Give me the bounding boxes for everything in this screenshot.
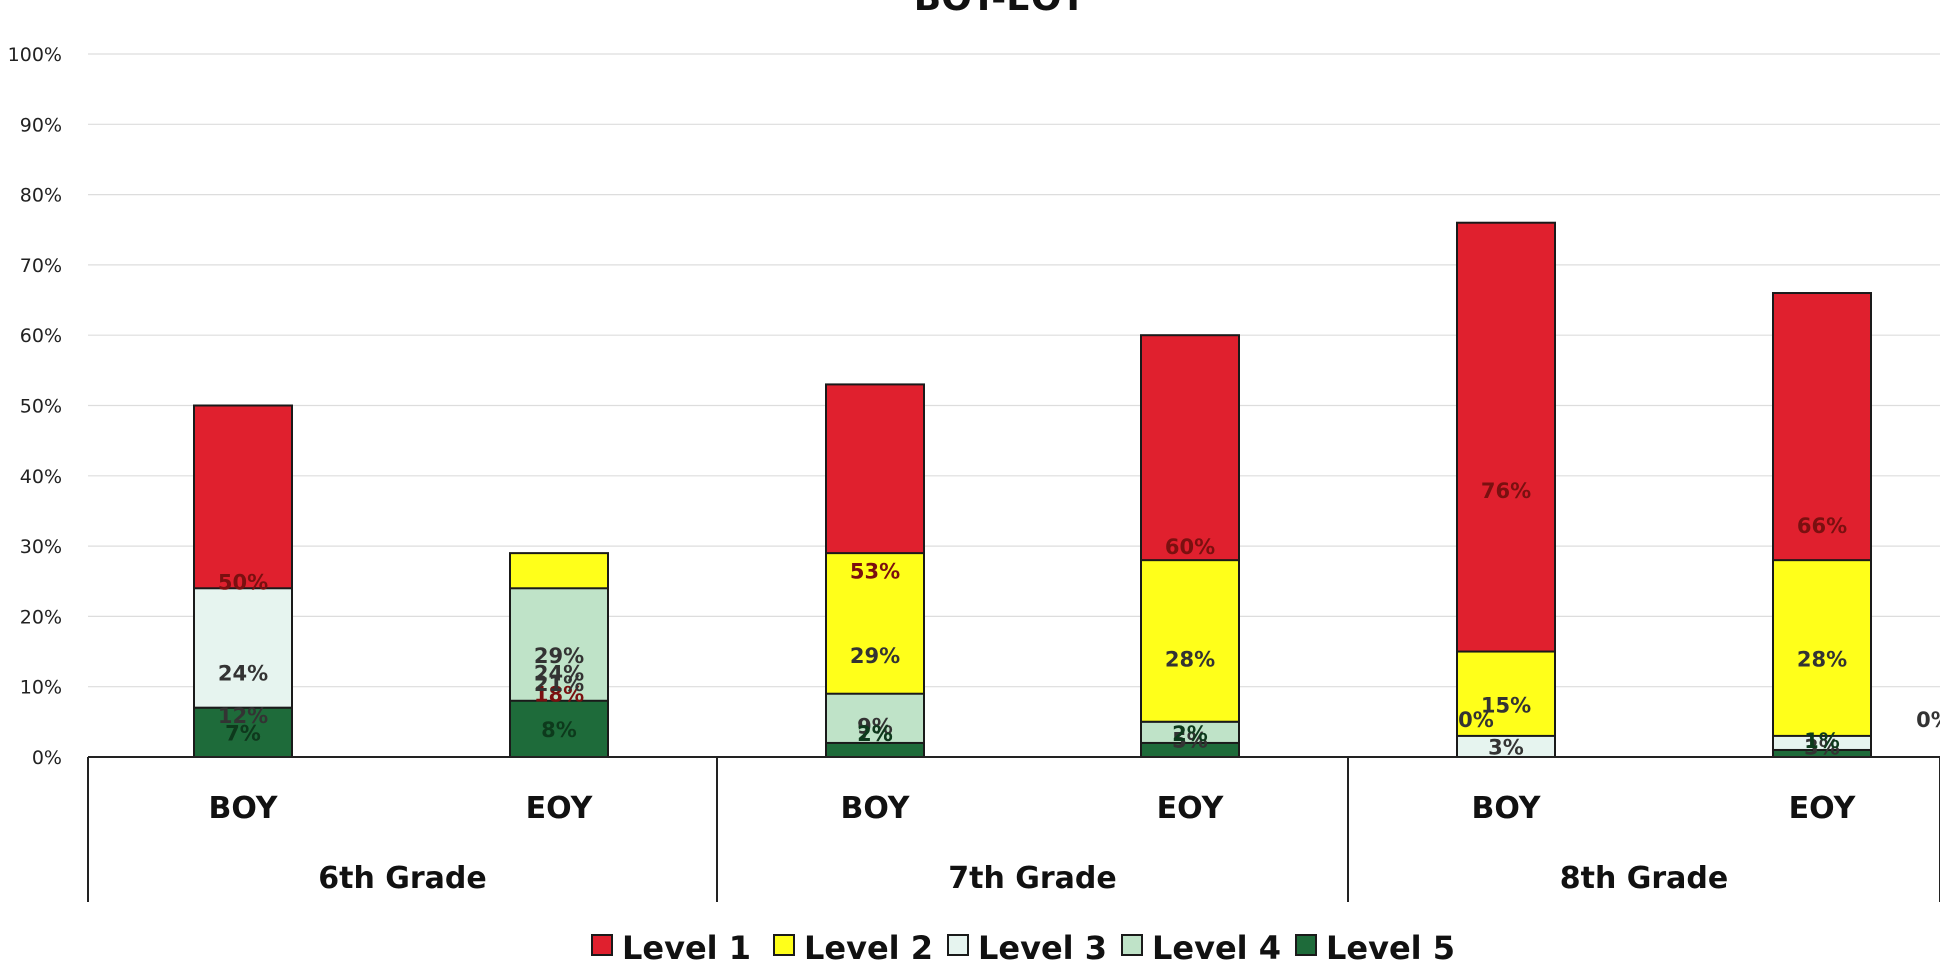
y-tick-label: 40% bbox=[20, 466, 62, 488]
bar-segment bbox=[509, 699, 609, 759]
data-label: 60% bbox=[1165, 535, 1215, 559]
legend-label: Level 5 bbox=[1326, 929, 1455, 966]
data-label: 0% bbox=[1458, 708, 1494, 732]
data-label: 76% bbox=[1481, 479, 1531, 503]
y-tick-label: 0% bbox=[32, 747, 62, 769]
x-tick-label: BOY bbox=[840, 791, 910, 826]
y-tick-label: 10% bbox=[20, 677, 62, 699]
chart-title: BOY-EOY bbox=[914, 0, 1087, 19]
data-label: 15% bbox=[1481, 693, 1531, 717]
data-label: 5% bbox=[1172, 728, 1208, 752]
data-label: 53% bbox=[850, 560, 900, 584]
data-label: 29% bbox=[850, 644, 900, 668]
legend-label: Level 1 bbox=[622, 929, 751, 966]
bar-segment bbox=[193, 706, 293, 758]
y-tick-label: 60% bbox=[20, 325, 62, 347]
bars bbox=[193, 221, 1872, 759]
data-label: 28% bbox=[1797, 648, 1847, 672]
x-tick-label: EOY bbox=[526, 791, 594, 826]
gridlines bbox=[88, 53, 1940, 688]
x-tick-label: EOY bbox=[1789, 791, 1857, 826]
data-label: 50% bbox=[218, 570, 268, 594]
legend-swatch bbox=[947, 934, 969, 956]
group-label: 6th Grade bbox=[318, 861, 487, 896]
data-label: 7% bbox=[857, 721, 893, 745]
y-tick-label: 30% bbox=[20, 536, 62, 558]
y-tick-label: 100% bbox=[8, 44, 62, 66]
legend: Level 1 Level 2 Level 3 Level 4 Level 5 bbox=[591, 929, 1455, 966]
bar-segment bbox=[1772, 559, 1872, 758]
data-label: 9% bbox=[857, 714, 893, 738]
data-label: 21% bbox=[534, 672, 584, 696]
data-label: 28% bbox=[1165, 648, 1215, 672]
y-tick-label: 50% bbox=[20, 396, 62, 418]
data-label: 2% bbox=[857, 722, 893, 746]
data-label: 7% bbox=[225, 721, 261, 745]
data-label: 24% bbox=[218, 662, 268, 686]
data-label: 0% bbox=[1916, 708, 1940, 732]
category-axis: BOY EOY 6th Grade BOY EOY 7th Grade BOY EOY 8th … bbox=[87, 756, 1940, 902]
x-tick-label: BOY bbox=[1471, 791, 1541, 826]
legend-swatch bbox=[591, 934, 613, 956]
data-labels: 50%12%24%7%7%18%29%21%24%8%53%29%7%9%2%6… bbox=[218, 479, 1940, 760]
data-label: 8% bbox=[541, 718, 577, 742]
x-tick-label: EOY bbox=[1157, 791, 1225, 826]
y-tick-label: 90% bbox=[20, 114, 62, 136]
data-label: 29% bbox=[534, 644, 584, 668]
data-label: 18% bbox=[534, 683, 584, 707]
legend-swatch bbox=[1295, 934, 1317, 956]
legend-swatch bbox=[773, 934, 795, 956]
y-tick-label: 70% bbox=[20, 255, 62, 277]
data-label: 12% bbox=[218, 704, 268, 728]
legend-label: Level 3 bbox=[978, 929, 1107, 966]
y-axis-ticks: 0% 10% 20% 30% 40% 50% 60% 70% 80% 90% 100% bbox=[8, 44, 62, 769]
legend-label: Level 4 bbox=[1152, 929, 1281, 966]
x-tick-label: BOY bbox=[208, 791, 278, 826]
data-label: 2% bbox=[1172, 722, 1208, 746]
legend-swatch bbox=[1121, 934, 1143, 956]
legend-label: Level 2 bbox=[804, 929, 933, 966]
group-label: 8th Grade bbox=[1560, 861, 1729, 896]
data-label: 3% bbox=[1488, 735, 1524, 759]
data-label: 7% bbox=[225, 721, 261, 745]
data-label: 3% bbox=[1804, 735, 1840, 759]
y-tick-label: 80% bbox=[20, 185, 62, 207]
data-label: 66% bbox=[1797, 514, 1847, 538]
data-label: 5% bbox=[1172, 728, 1208, 752]
data-label: 24% bbox=[534, 662, 584, 686]
group-label: 7th Grade bbox=[948, 861, 1117, 896]
data-label: 1% bbox=[1804, 729, 1840, 753]
y-tick-label: 20% bbox=[20, 606, 62, 628]
